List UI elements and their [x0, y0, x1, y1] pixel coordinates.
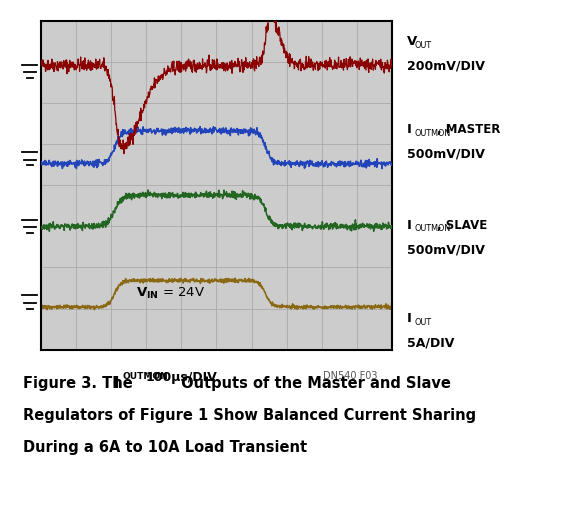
- Text: OUTMON: OUTMON: [414, 128, 450, 138]
- Text: I: I: [114, 376, 119, 391]
- Text: , SLAVE: , SLAVE: [437, 219, 487, 232]
- Text: I: I: [407, 219, 411, 232]
- Text: Outputs of the Master and Slave: Outputs of the Master and Slave: [176, 376, 450, 391]
- Text: V: V: [407, 35, 417, 48]
- Text: Regulators of Figure 1 Show Balanced Current Sharing: Regulators of Figure 1 Show Balanced Cur…: [23, 408, 477, 423]
- Text: $\mathbf{V_{IN}}$ = 24V: $\mathbf{V_{IN}}$ = 24V: [136, 286, 205, 301]
- Text: 5A/DIV: 5A/DIV: [407, 337, 454, 350]
- Text: 200mV/DIV: 200mV/DIV: [407, 60, 484, 73]
- Text: Figure 3. The: Figure 3. The: [23, 376, 138, 391]
- Text: 100μs/DIV: 100μs/DIV: [146, 371, 217, 384]
- Text: 500mV/DIV: 500mV/DIV: [407, 148, 484, 161]
- Text: OUT: OUT: [414, 40, 431, 50]
- Text: OUTMON: OUTMON: [414, 224, 450, 234]
- Text: OUT: OUT: [414, 318, 431, 327]
- Text: OUTMON: OUTMON: [122, 372, 168, 381]
- Text: During a 6A to 10A Load Transient: During a 6A to 10A Load Transient: [23, 440, 308, 455]
- Text: 500mV/DIV: 500mV/DIV: [407, 243, 484, 257]
- Text: DN540 F03: DN540 F03: [322, 371, 377, 381]
- Text: I: I: [407, 312, 411, 325]
- Text: , MASTER: , MASTER: [437, 123, 500, 136]
- Text: I: I: [407, 123, 411, 136]
